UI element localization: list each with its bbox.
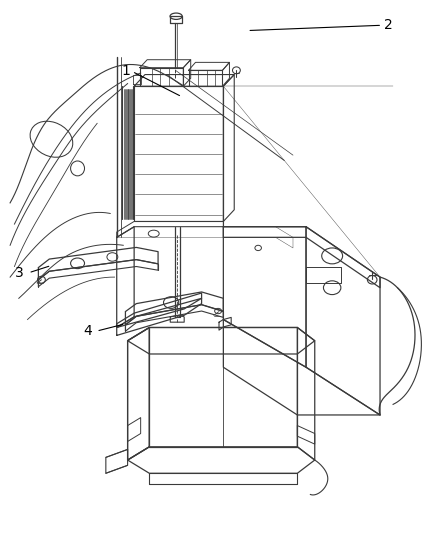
Text: 4: 4 (83, 324, 92, 338)
Text: 1: 1 (121, 64, 130, 78)
Text: 3: 3 (15, 266, 24, 280)
Text: 2: 2 (385, 18, 393, 33)
